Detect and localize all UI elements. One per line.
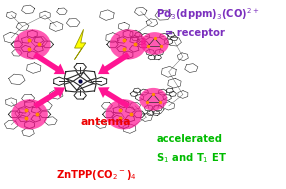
Ellipse shape (11, 99, 48, 129)
Text: ZnTPP(CO$_2$$^-$)$_4$: ZnTPP(CO$_2$$^-$)$_4$ (56, 168, 137, 182)
Text: antenna: antenna (80, 117, 131, 127)
Text: S$_1$ and T$_1$ ET: S$_1$ and T$_1$ ET (156, 151, 227, 165)
Ellipse shape (106, 99, 142, 129)
Ellipse shape (141, 32, 169, 55)
Text: Pd$_3$(dppm)$_3$(CO)$^{2+}$: Pd$_3$(dppm)$_3$(CO)$^{2+}$ (156, 6, 259, 22)
Text: = receptor: = receptor (164, 28, 225, 38)
Ellipse shape (14, 29, 51, 60)
Ellipse shape (139, 88, 167, 111)
Ellipse shape (110, 29, 146, 60)
Text: accelerated: accelerated (156, 134, 222, 144)
Polygon shape (75, 29, 86, 60)
